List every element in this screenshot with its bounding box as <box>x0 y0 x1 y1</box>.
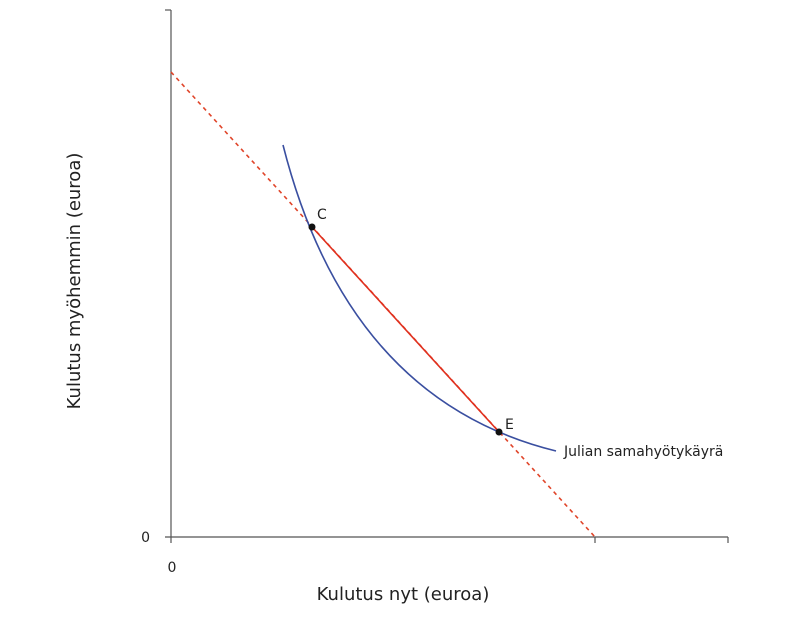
point <box>495 428 503 436</box>
point <box>308 223 316 231</box>
indifference-curve <box>282 144 557 452</box>
curve-label: Julian samahyötykäyrä <box>563 444 723 460</box>
x-axis-label: Kulutus nyt (euroa) <box>317 584 490 605</box>
chord <box>311 226 500 433</box>
x-origin-label: 0 <box>168 560 177 576</box>
y-origin-label: 0 <box>141 530 150 546</box>
point-label: E <box>505 417 514 433</box>
axes <box>165 9 729 543</box>
y-axis-label: Kulutus myöhemmin (euroa) <box>64 153 85 410</box>
point-label: C <box>317 207 327 223</box>
